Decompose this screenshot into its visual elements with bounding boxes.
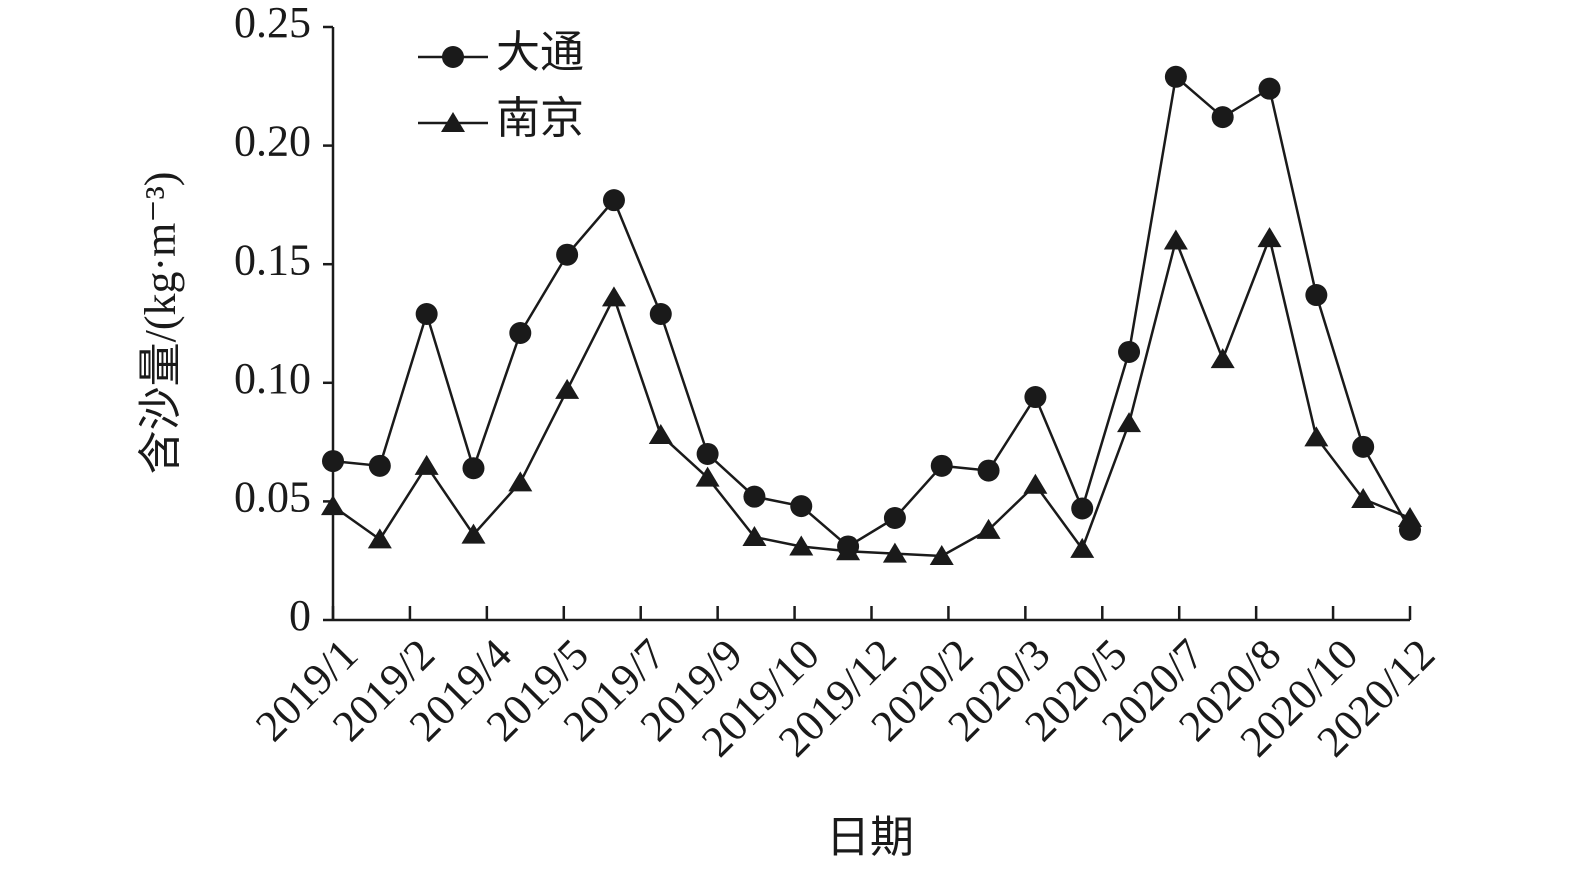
marker [929, 544, 954, 565]
marker [695, 466, 720, 487]
y-tick-label: 0.25 [234, 0, 311, 47]
marker [1305, 284, 1328, 307]
marker [743, 485, 766, 508]
marker [322, 450, 344, 473]
marker [509, 321, 532, 344]
marker [696, 442, 719, 465]
line [332, 74, 1412, 549]
marker [1257, 227, 1282, 248]
x-axis-label: 日期 [826, 813, 914, 862]
marker [461, 523, 486, 544]
marker [1210, 348, 1235, 369]
legend-label: 大通 [496, 28, 584, 77]
marker [1163, 229, 1188, 250]
marker [930, 454, 953, 477]
marker [368, 454, 391, 477]
marker [555, 378, 580, 399]
marker [789, 535, 814, 556]
marker [602, 189, 625, 212]
marker [1352, 435, 1375, 458]
marker [1304, 426, 1329, 447]
marker [649, 303, 672, 326]
y-tick-label: 0.10 [234, 354, 311, 403]
marker [462, 457, 485, 480]
marker [836, 540, 861, 561]
marker [442, 46, 464, 68]
marker [648, 423, 673, 444]
y-tick-label: 0.15 [234, 235, 311, 284]
marker [601, 286, 626, 307]
marker [1071, 497, 1094, 520]
marker [556, 243, 579, 266]
marker [441, 112, 465, 132]
marker [414, 454, 439, 475]
marker [1258, 77, 1281, 100]
y-tick-label: 0 [289, 591, 311, 640]
marker [882, 542, 907, 563]
marker [742, 525, 767, 546]
line [332, 233, 1411, 558]
marker [976, 518, 1001, 539]
marker [321, 495, 345, 516]
y-tick-label: 0.05 [234, 472, 311, 521]
y-tick-label: 0.20 [234, 117, 311, 166]
y-axis-label: 含沙量/(kg·m⁻³) [136, 172, 185, 475]
marker [883, 507, 906, 530]
legend-label: 南京 [496, 94, 584, 143]
marker [1351, 488, 1376, 509]
marker [1118, 340, 1141, 363]
marker [790, 495, 813, 518]
marker [1398, 507, 1422, 528]
marker [367, 528, 392, 549]
marker [1164, 65, 1187, 88]
marker [977, 459, 1000, 482]
marker [1211, 106, 1234, 129]
marker [1023, 473, 1048, 494]
marker [1070, 537, 1095, 558]
marker [508, 471, 533, 492]
marker [415, 303, 438, 326]
marker [1117, 412, 1142, 433]
marker [1024, 386, 1047, 409]
